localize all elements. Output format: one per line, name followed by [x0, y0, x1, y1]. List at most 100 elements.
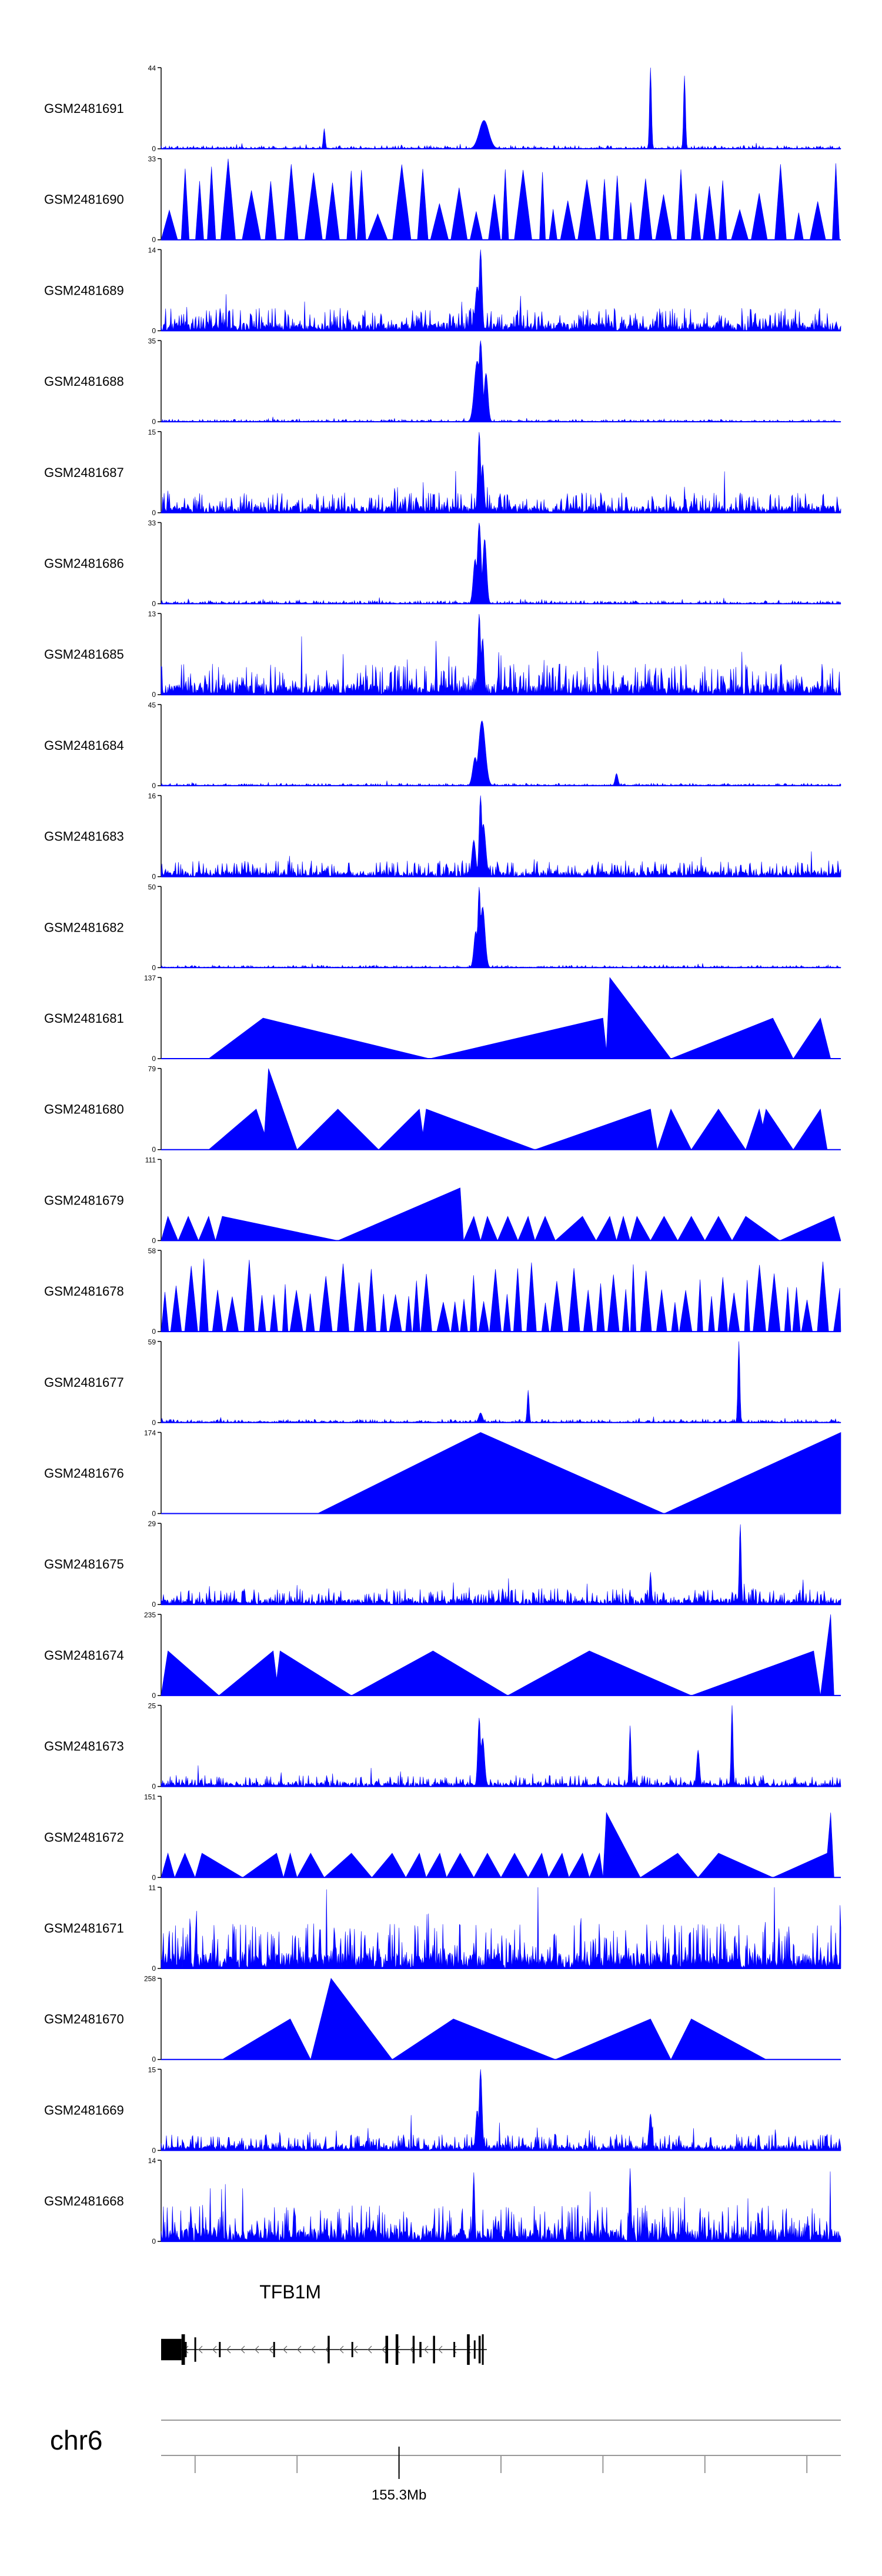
coverage-area — [161, 341, 841, 422]
track-label: GSM2481691 — [44, 101, 124, 116]
track-GSM2481683: GSM2481683 16 0 — [44, 792, 841, 881]
coverage-area — [161, 1887, 841, 1969]
track-label: GSM2481674 — [44, 1648, 124, 1663]
y-min-label: 0 — [152, 1691, 156, 1700]
strand-arrow — [382, 2345, 386, 2354]
track-GSM2481681: GSM2481681 137 0 — [44, 974, 841, 1063]
track-GSM2481668: GSM2481668 14 0 — [44, 2157, 841, 2245]
track-label: GSM2481669 — [44, 2103, 124, 2117]
y-min-label: 0 — [152, 2146, 156, 2154]
exon — [482, 2334, 484, 2365]
exon — [328, 2335, 330, 2364]
track-GSM2481682: GSM2481682 50 0 — [44, 883, 841, 972]
coverage-area — [161, 1187, 841, 1242]
y-max-label: 35 — [148, 337, 156, 345]
y-max-label: 258 — [144, 1975, 156, 1983]
strand-arrow — [269, 2345, 273, 2354]
track-label: GSM2481690 — [44, 192, 124, 207]
track-label: GSM2481676 — [44, 1466, 124, 1481]
coverage-area — [208, 977, 831, 1059]
track-label: GSM2481684 — [44, 738, 124, 753]
track-GSM2481679: GSM2481679 111 0 — [44, 1156, 841, 1244]
exon — [395, 2334, 399, 2365]
coverage-area — [161, 1811, 834, 1878]
track-label: GSM2481685 — [44, 647, 124, 662]
track-GSM2481684: GSM2481684 45 0 — [44, 701, 841, 790]
track-GSM2481689: GSM2481689 14 0 — [44, 246, 841, 335]
track-GSM2481673: GSM2481673 25 0 — [44, 1702, 841, 1791]
coverage-area — [161, 249, 841, 332]
y-max-label: 59 — [148, 1338, 156, 1346]
track-label: GSM2481677 — [44, 1375, 124, 1390]
y-max-label: 11 — [149, 1884, 156, 1892]
track-label: GSM2481681 — [44, 1011, 124, 1026]
strand-arrow — [255, 2345, 259, 2354]
track-label: GSM2481673 — [44, 1739, 124, 1754]
y-max-label: 137 — [144, 974, 156, 982]
coverage-area — [317, 1432, 841, 1514]
track-GSM2481691: GSM2481691 44 0 — [44, 64, 841, 153]
strand-arrow — [438, 2345, 443, 2354]
y-max-label: 50 — [148, 883, 156, 891]
y-min-label: 0 — [152, 690, 156, 699]
y-min-label: 0 — [152, 1510, 156, 1518]
exon — [181, 2334, 185, 2365]
coverage-area — [221, 1978, 766, 2060]
y-max-label: 45 — [148, 701, 156, 709]
strand-arrow — [240, 2345, 245, 2354]
coverage-area — [161, 432, 841, 513]
exon — [219, 2342, 221, 2357]
coverage-area — [161, 2168, 841, 2242]
y-max-label: 33 — [148, 519, 156, 528]
track-label: GSM2481675 — [44, 1557, 124, 1571]
track-GSM2481678: GSM2481678 58 0 — [44, 1247, 841, 1336]
y-min-label: 0 — [152, 1236, 156, 1244]
y-min-label: 0 — [152, 782, 156, 790]
coverage-area — [161, 795, 841, 877]
exon — [467, 2334, 470, 2365]
y-min-label: 0 — [152, 1783, 156, 1791]
y-max-label: 15 — [148, 428, 156, 436]
y-max-label: 174 — [144, 1429, 156, 1437]
track-GSM2481670: GSM2481670 258 0 — [44, 1975, 841, 2064]
y-min-label: 0 — [152, 873, 156, 881]
coverage-area — [161, 1341, 841, 1423]
track-GSM2481680: GSM2481680 79 0 — [44, 1065, 841, 1154]
axis-tick-label: 155.3Mb — [372, 2487, 426, 2503]
y-min-label: 0 — [152, 1600, 156, 1609]
y-min-label: 0 — [152, 2056, 156, 2064]
track-GSM2481690: GSM2481690 33 0 — [44, 155, 841, 244]
y-min-label: 0 — [152, 326, 156, 335]
exon — [185, 2342, 187, 2357]
y-min-label: 0 — [152, 1146, 156, 1154]
chromosome-label: chr6 — [50, 2425, 102, 2455]
y-max-label: 13 — [148, 610, 156, 618]
coverage-area — [208, 1068, 828, 1150]
y-min-label: 0 — [152, 600, 156, 608]
track-label: GSM2481687 — [44, 465, 124, 480]
y-min-label: 0 — [152, 1055, 156, 1063]
coverage-area — [161, 1259, 841, 1332]
y-min-label: 0 — [152, 418, 156, 426]
coverage-area — [161, 158, 841, 240]
track-label: GSM2481688 — [44, 374, 124, 389]
strand-arrow — [226, 2345, 231, 2354]
y-max-label: 44 — [148, 64, 156, 72]
y-max-label: 111 — [145, 1156, 156, 1164]
track-label: GSM2481689 — [44, 283, 124, 298]
y-min-label: 0 — [152, 1327, 156, 1336]
exon — [194, 2337, 196, 2362]
strand-arrow — [368, 2345, 372, 2354]
y-max-label: 14 — [148, 2157, 156, 2165]
coverage-area — [161, 1614, 834, 1696]
gene-track: TFB1M — [161, 2281, 487, 2365]
y-min-label: 0 — [152, 963, 156, 972]
y-min-label: 0 — [152, 1964, 156, 1973]
track-GSM2481672: GSM2481672 151 0 — [44, 1793, 841, 1881]
y-max-label: 16 — [148, 792, 156, 800]
y-min-label: 0 — [152, 1419, 156, 1427]
track-label: GSM2481670 — [44, 2012, 124, 2027]
strand-arrow — [339, 2345, 344, 2354]
track-label: GSM2481683 — [44, 829, 124, 844]
